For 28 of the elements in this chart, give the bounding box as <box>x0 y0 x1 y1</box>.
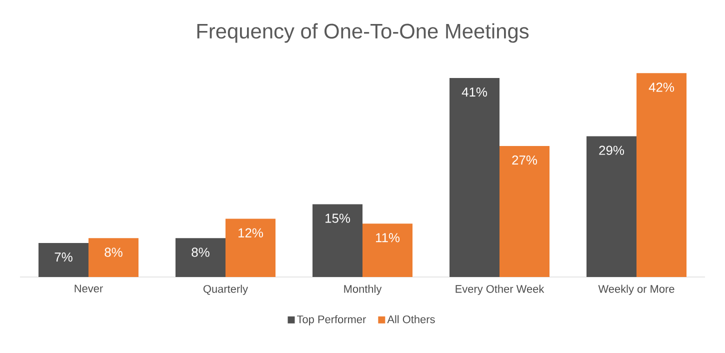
bar <box>38 243 88 277</box>
bar <box>312 204 363 277</box>
data-label: 41% <box>462 88 488 97</box>
data-label: 11% <box>376 233 400 242</box>
bar <box>226 218 276 277</box>
data-label: 42% <box>648 82 674 92</box>
x-tick-label: Quarterly <box>203 284 248 295</box>
data-label: 8% <box>104 248 122 257</box>
data-label: 12% <box>238 228 264 238</box>
data-label: 29% <box>599 146 624 155</box>
data-label: 8% <box>192 248 210 257</box>
chart-title: Frequency of One-To-One Meetings <box>197 23 529 43</box>
bar <box>362 224 413 277</box>
legend-label: All Others <box>387 315 435 324</box>
x-tick-label: Monthly <box>344 284 382 295</box>
x-tick-label: Weekly or More <box>598 284 674 295</box>
bar <box>176 238 226 277</box>
bar <box>450 78 500 277</box>
x-tick-label: Every Other Week <box>456 284 544 295</box>
data-label: 15% <box>326 214 350 223</box>
legend-label: Top Performer <box>296 315 366 326</box>
bar <box>586 136 637 277</box>
x-tick-label: Never <box>74 284 103 292</box>
data-label: 27% <box>512 155 538 165</box>
bar <box>88 238 138 277</box>
bar <box>500 146 550 277</box>
data-label: 7% <box>54 252 72 262</box>
bar <box>636 73 687 277</box>
